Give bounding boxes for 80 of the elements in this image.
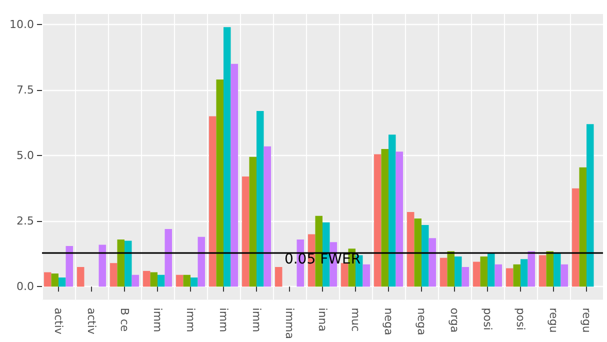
bar	[51, 274, 58, 287]
bar	[362, 264, 370, 287]
bar	[396, 152, 404, 287]
bar	[176, 274, 184, 287]
bar	[124, 240, 132, 287]
bar	[264, 146, 272, 287]
bar	[560, 264, 568, 287]
bar	[66, 246, 74, 287]
bar	[230, 64, 238, 287]
x-tick-label: inna	[316, 308, 329, 332]
y-tick-label: 10.0	[10, 18, 34, 31]
bar	[488, 252, 495, 287]
bar	[388, 134, 396, 287]
bar	[428, 238, 436, 287]
bar	[242, 176, 250, 287]
bar	[454, 256, 462, 287]
bar	[528, 251, 536, 287]
bar	[538, 255, 546, 287]
bar	[381, 149, 388, 287]
x-tick-label: imma	[283, 308, 296, 340]
bar	[208, 116, 216, 287]
bar	[414, 218, 422, 287]
bar	[546, 251, 554, 287]
bar	[472, 262, 480, 287]
x-tick-label: imm	[184, 308, 197, 332]
bar	[513, 264, 520, 287]
x-tick-label: imm	[217, 308, 230, 332]
bar	[579, 167, 586, 287]
x-tick-label: nega	[382, 308, 395, 336]
x-tick-label: posi	[514, 308, 527, 330]
bar	[374, 154, 382, 287]
x-tick-label: activ	[52, 308, 65, 335]
x-tick-label: posi	[481, 308, 494, 330]
bar	[183, 274, 190, 287]
ref-line-label: 0.05 FWER	[284, 252, 361, 268]
bar	[315, 216, 322, 287]
bar	[249, 156, 256, 287]
x-tick-label: muc	[349, 308, 362, 332]
x-tick-label: regu	[547, 308, 560, 333]
bar	[58, 277, 66, 287]
bar	[132, 274, 140, 287]
bar	[142, 270, 150, 287]
y-tick-label: 7.5	[16, 84, 34, 97]
bar	[572, 188, 580, 287]
bar	[150, 272, 158, 287]
bar	[520, 259, 528, 287]
bar	[224, 27, 231, 287]
bar	[117, 239, 124, 287]
x-tick-label: nega	[415, 308, 428, 336]
bar	[198, 236, 206, 287]
bar	[98, 244, 106, 287]
x-tick-label: activ	[85, 308, 98, 335]
x-tick-label: imm	[250, 308, 263, 332]
bar	[190, 277, 198, 287]
bar	[506, 268, 514, 287]
x-tick-label: B ce	[118, 308, 131, 332]
bar	[447, 251, 454, 287]
bar	[586, 124, 594, 287]
bar	[164, 228, 172, 287]
bar	[462, 267, 470, 287]
x-tick-label: regu	[580, 308, 593, 333]
bar	[440, 258, 448, 287]
bar	[480, 256, 488, 287]
bar	[110, 263, 118, 287]
bar	[340, 263, 348, 287]
y-tick-label: 0.0	[16, 280, 34, 294]
y-tick-label: 2.5	[16, 214, 34, 228]
bar	[554, 252, 561, 287]
y-tick-label: 5.0	[16, 149, 34, 162]
bar	[44, 272, 52, 287]
x-tick-label: orga	[448, 308, 461, 333]
bar	[494, 264, 502, 287]
x-tick-label: imm	[151, 308, 164, 332]
bar	[256, 111, 264, 287]
bar	[158, 274, 165, 287]
bar	[76, 267, 84, 287]
bar	[216, 80, 224, 287]
bar	[406, 212, 414, 287]
bar	[422, 225, 429, 287]
bar	[274, 267, 282, 287]
